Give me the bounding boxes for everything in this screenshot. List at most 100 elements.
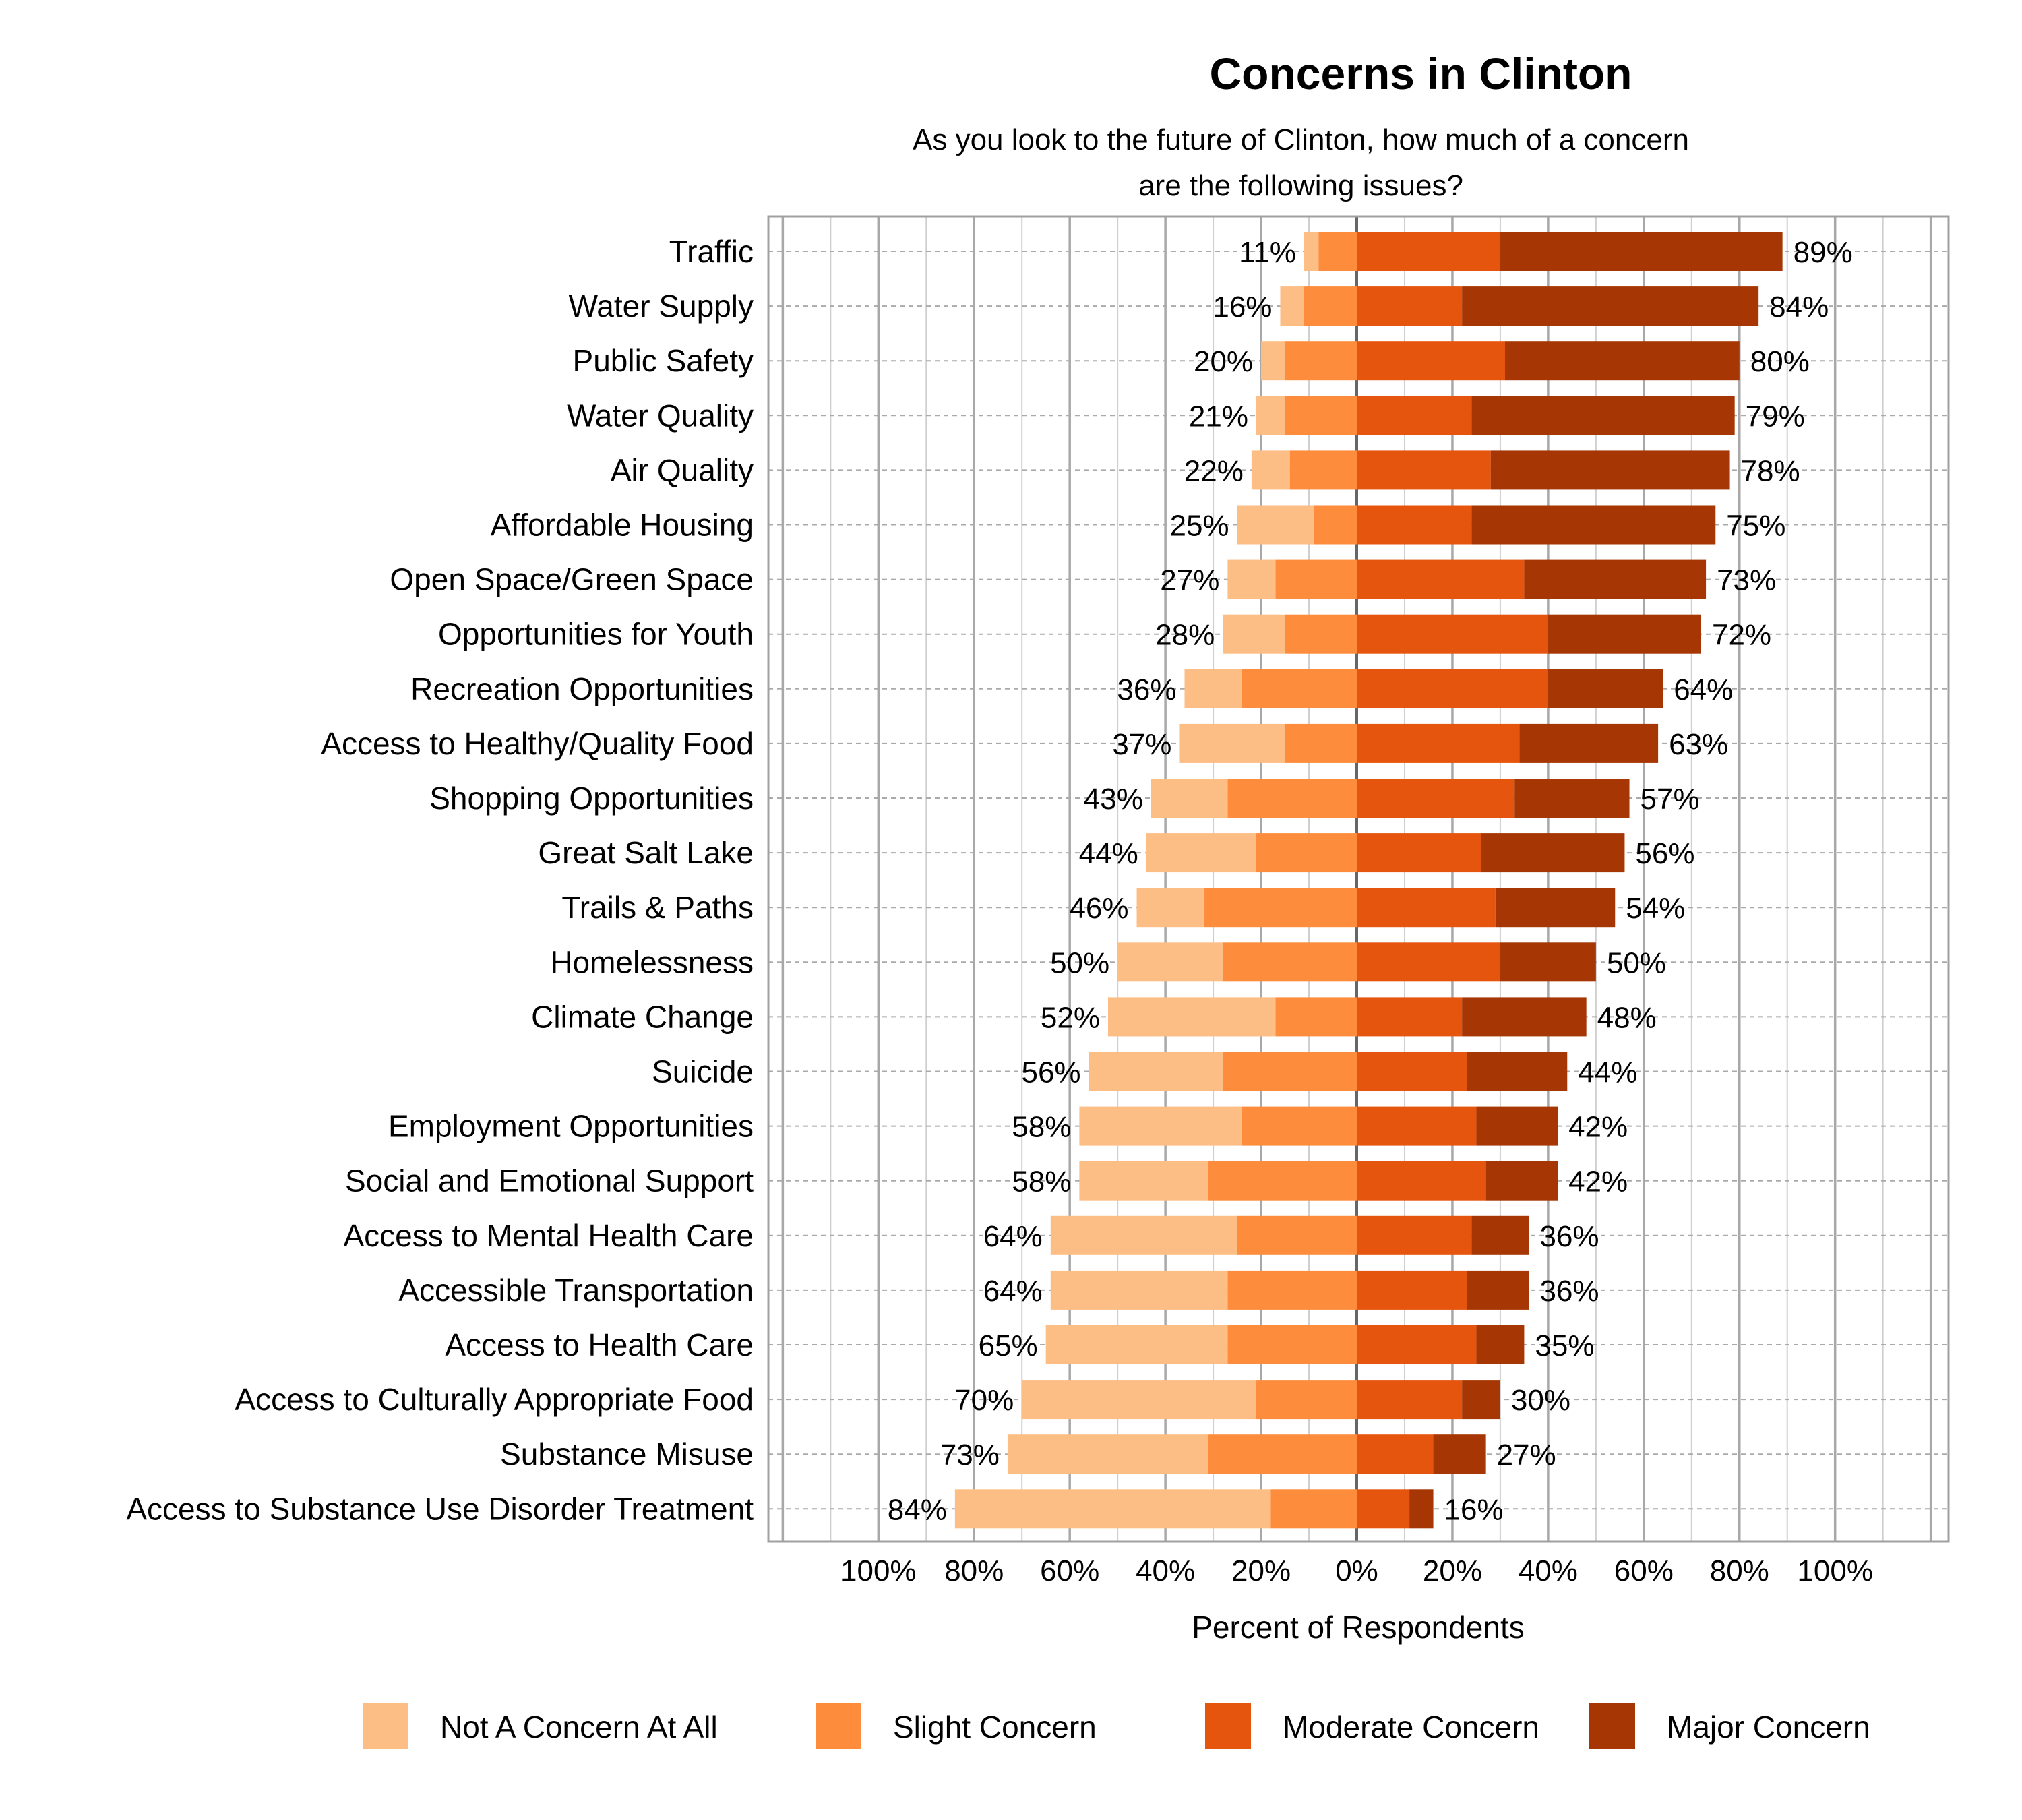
bar-moderate-concern — [1357, 1052, 1467, 1091]
bar-not-a-concern-at-all — [1050, 1270, 1228, 1310]
bar-not-a-concern-at-all — [1261, 341, 1285, 381]
bar-major-concern — [1505, 341, 1740, 381]
x-tick-label: 60% — [1040, 1554, 1099, 1587]
plot-frame — [767, 215, 1950, 1543]
right-total-label: 56% — [1635, 837, 1694, 870]
category-label: Homelessness — [550, 944, 754, 979]
bar-slight-concern — [1242, 1106, 1357, 1146]
bar-not-a-concern-at-all — [1237, 505, 1314, 545]
bar-not-a-concern-at-all — [1184, 669, 1242, 708]
legend-label: Major Concern — [1667, 1709, 1870, 1745]
right-total-label: 44% — [1578, 1056, 1637, 1089]
chart-subtitle-line-2: are the following issues? — [1138, 169, 1463, 202]
bar-major-concern — [1548, 669, 1663, 708]
category-label: Shopping Opportunities — [429, 781, 754, 816]
right-total-label: 75% — [1726, 510, 1785, 543]
bar-major-concern — [1500, 942, 1596, 982]
category-label: Access to Health Care — [445, 1327, 754, 1362]
category-label: Traffic — [669, 234, 754, 269]
bar-slight-concern — [1237, 1215, 1357, 1255]
bar-not-a-concern-at-all — [1007, 1434, 1208, 1474]
bar-major-concern — [1500, 232, 1783, 271]
category-label: Trails & Paths — [561, 890, 754, 925]
bar-major-concern — [1490, 450, 1730, 490]
bar-not-a-concern-at-all — [1079, 1161, 1208, 1201]
bar-not-a-concern-at-all — [1022, 1380, 1256, 1420]
category-label: Affordable Housing — [491, 508, 754, 543]
bar-slight-concern — [1242, 669, 1357, 708]
x-tick-label: 40% — [1136, 1554, 1195, 1587]
category-label: Substance Misuse — [500, 1436, 754, 1472]
bar-moderate-concern — [1357, 1106, 1477, 1146]
bar-major-concern — [1409, 1489, 1434, 1529]
right-total-label: 36% — [1539, 1220, 1599, 1253]
bar-not-a-concern-at-all — [1107, 997, 1276, 1037]
bar-moderate-concern — [1357, 232, 1500, 271]
bar-slight-concern — [1270, 1489, 1357, 1529]
bar-slight-concern — [1318, 232, 1357, 271]
right-total-label: 64% — [1674, 673, 1733, 706]
bar-slight-concern — [1227, 1270, 1357, 1310]
bar-moderate-concern — [1357, 942, 1500, 982]
category-label: Open Space/Green Space — [390, 562, 754, 597]
bar-slight-concern — [1256, 833, 1357, 873]
x-axis-ticks: 100% 80% 60% 40% 20% 0% 20% 40% 60% 80% 100% — [840, 1554, 1873, 1587]
left-total-label: 50% — [1050, 946, 1109, 979]
bar-not-a-concern-at-all — [1117, 942, 1223, 982]
right-total-label: 30% — [1511, 1384, 1570, 1417]
bar-major-concern — [1476, 1106, 1558, 1146]
x-tick-label: 80% — [944, 1554, 1004, 1587]
bar-major-concern — [1433, 1434, 1486, 1474]
x-axis-title: Percent of Respondents — [1192, 1610, 1525, 1645]
left-total-label: 25% — [1169, 510, 1229, 543]
bar-major-concern — [1524, 559, 1707, 599]
category-label: Recreation Opportunities — [410, 671, 754, 706]
bar-not-a-concern-at-all — [1079, 1106, 1242, 1146]
bar-moderate-concern — [1357, 1489, 1410, 1529]
left-total-label: 21% — [1189, 400, 1248, 433]
category-label: Suicide — [652, 1054, 754, 1089]
bar-major-concern — [1514, 779, 1630, 818]
bar-moderate-concern — [1357, 396, 1472, 435]
bar-moderate-concern — [1357, 997, 1463, 1037]
category-label: Access to Substance Use Disorder Treatme… — [126, 1491, 754, 1526]
bar-not-a-concern-at-all — [1251, 450, 1290, 490]
bar-moderate-concern — [1357, 614, 1548, 654]
bar-not-a-concern-at-all — [1146, 833, 1256, 873]
category-label: Water Quality — [567, 398, 754, 433]
bar-not-a-concern-at-all — [1050, 1215, 1237, 1255]
bar-major-concern — [1462, 1380, 1500, 1420]
x-tick-label: 60% — [1614, 1554, 1674, 1587]
category-label: Accessible Transportation — [398, 1273, 754, 1308]
left-total-label: 65% — [979, 1329, 1038, 1362]
bar-slight-concern — [1208, 1434, 1357, 1474]
left-total-label: 43% — [1084, 783, 1143, 816]
right-total-label: 42% — [1568, 1165, 1628, 1199]
right-total-label: 35% — [1535, 1329, 1594, 1362]
legend-swatch — [363, 1703, 408, 1749]
right-total-label: 16% — [1444, 1493, 1504, 1526]
left-total-label: 44% — [1079, 837, 1138, 870]
x-tick-label: 80% — [1710, 1554, 1769, 1587]
bar-slight-concern — [1208, 1161, 1357, 1201]
bar-slight-concern — [1227, 1325, 1357, 1364]
category-label: Water Supply — [569, 289, 754, 324]
bar-slight-concern — [1227, 779, 1357, 818]
bars — [954, 232, 1783, 1529]
bar-not-a-concern-at-all — [1045, 1325, 1228, 1364]
right-total-label: 36% — [1539, 1275, 1599, 1308]
bar-major-concern — [1471, 1215, 1529, 1255]
bar-slight-concern — [1275, 559, 1357, 599]
left-total-label: 58% — [1012, 1111, 1071, 1144]
bar-not-a-concern-at-all — [1136, 888, 1204, 928]
bar-slight-concern — [1275, 997, 1357, 1037]
bar-major-concern — [1467, 1052, 1568, 1091]
left-total-label: 73% — [940, 1438, 1000, 1472]
category-label: Opportunities for Youth — [438, 617, 754, 652]
bar-not-a-concern-at-all — [1227, 559, 1276, 599]
left-total-label: 28% — [1155, 619, 1215, 652]
right-total-label: 54% — [1626, 892, 1685, 925]
bar-slight-concern — [1304, 286, 1357, 326]
bar-not-a-concern-at-all — [1280, 286, 1304, 326]
